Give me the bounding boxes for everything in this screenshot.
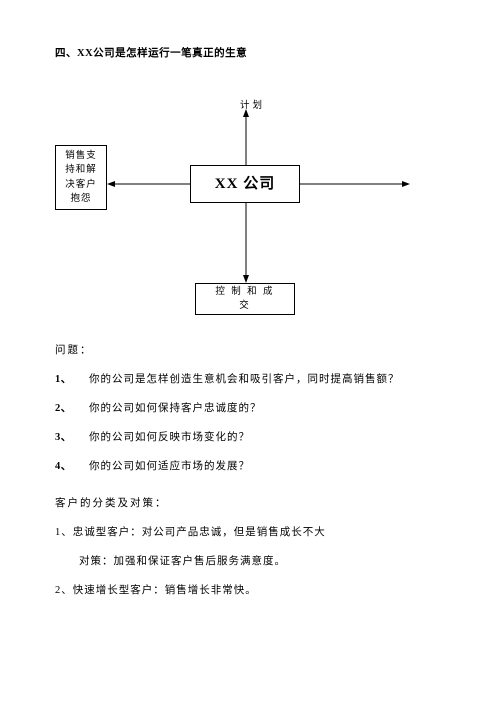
page-title: 四、XX公司是怎样运行一笔真正的生意	[55, 45, 445, 60]
left-box-line3: 决客户	[65, 178, 97, 192]
question-item: 2、 你的公司如何保持客户忠诚度的？	[55, 400, 445, 415]
question-num: 2、	[55, 400, 75, 415]
question-text: 你的公司如何反映市场变化的？	[75, 429, 445, 444]
arrow-left	[107, 181, 190, 187]
bottom-box-line2: 交	[239, 299, 251, 313]
diagram-center-box: XX 公司	[190, 165, 300, 203]
questions-header: 问题：	[55, 342, 445, 357]
classify-item: 1、忠诚型客户：对公司产品忠诚，但是销售成长不大	[55, 524, 445, 539]
question-num: 1、	[55, 371, 75, 386]
question-num: 4、	[55, 458, 75, 473]
left-box-line4: 抱怨	[70, 192, 91, 206]
arrow-down	[243, 203, 249, 283]
classify-header: 客户的分类及对策：	[55, 495, 445, 510]
question-text: 你的公司是怎样创造生意机会和吸引客户，同时提高销售额？	[75, 371, 445, 386]
arrow-up	[243, 109, 249, 165]
diagram-left-box: 销售支 持和解 决客户 抱怨	[55, 145, 107, 210]
question-text: 你的公司如何保持客户忠诚度的？	[75, 400, 445, 415]
question-item: 3、 你的公司如何反映市场变化的？	[55, 429, 445, 444]
question-item: 4、 你的公司如何适应市场的发展？	[55, 458, 445, 473]
classify-item: 对策：加强和保证客户售后服务满意度。	[55, 553, 445, 568]
arrow-right	[300, 181, 410, 187]
left-box-line2: 持和解	[65, 163, 97, 177]
diagram-top-label: 计划	[240, 97, 265, 111]
bottom-box-line1: 控 制 和 成	[215, 285, 274, 299]
diagram-container: 计划 销售支 持和解 决客户 抱怨 控 制 和 成 交 XX 公司	[55, 95, 445, 320]
diagram-bottom-box: 控 制 和 成 交	[195, 283, 295, 315]
question-num: 3、	[55, 429, 75, 444]
question-item: 1、 你的公司是怎样创造生意机会和吸引客户，同时提高销售额？	[55, 371, 445, 386]
classify-item: 2、快速增长型客户：销售增长非常快。	[55, 582, 445, 597]
left-box-line1: 销售支	[65, 149, 97, 163]
question-text: 你的公司如何适应市场的发展？	[75, 458, 445, 473]
